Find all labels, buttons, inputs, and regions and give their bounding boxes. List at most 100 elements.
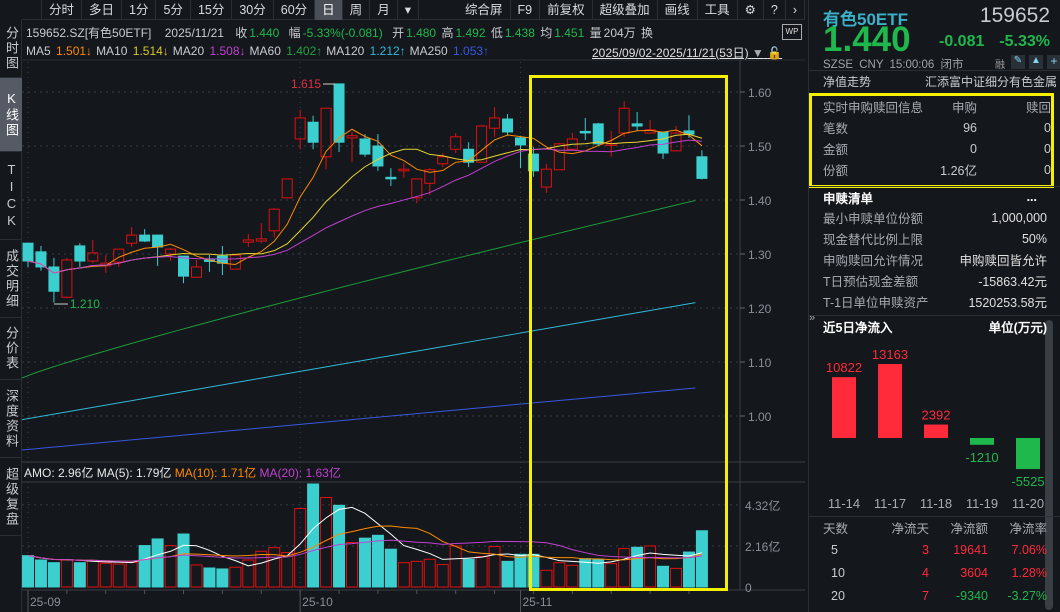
- candle[interactable]: [579, 117, 591, 141]
- candle[interactable]: [152, 234, 164, 266]
- candle[interactable]: [268, 208, 280, 238]
- candle[interactable]: [372, 134, 384, 171]
- candle[interactable]: [74, 243, 86, 267]
- candle[interactable]: [424, 168, 436, 196]
- period-tab-4[interactable]: 15分: [191, 0, 233, 20]
- period-tab-1[interactable]: 多日: [82, 0, 123, 20]
- volume-bar: [125, 561, 138, 588]
- period-tab-3[interactable]: 5分: [156, 0, 191, 20]
- period-tab-6[interactable]: 60分: [274, 0, 316, 20]
- candle[interactable]: [476, 124, 488, 163]
- candle[interactable]: [203, 255, 215, 272]
- candle[interactable]: [307, 115, 319, 150]
- candle[interactable]: [22, 242, 34, 267]
- currency: CNY: [859, 59, 884, 71]
- candle[interactable]: [398, 162, 410, 178]
- candle[interactable]: [320, 107, 332, 170]
- candle[interactable]: [281, 178, 293, 199]
- volume-bar: [358, 537, 371, 588]
- candle[interactable]: [190, 259, 202, 278]
- expand-icon[interactable]: »: [809, 312, 816, 324]
- candle[interactable]: [540, 163, 552, 193]
- toolbar-item-0[interactable]: 综合屏: [458, 0, 511, 20]
- flow-value-label: 13163: [872, 347, 908, 362]
- toolbar-item-2[interactable]: 前复权: [540, 0, 593, 20]
- flow-value-label: 2392: [922, 408, 951, 423]
- candle[interactable]: [489, 107, 501, 137]
- sidebar-tab-0[interactable]: 分时图: [0, 20, 22, 78]
- candle[interactable]: [255, 223, 267, 244]
- candle[interactable]: [463, 142, 475, 168]
- row-label: 金额: [823, 143, 849, 157]
- candle[interactable]: [502, 114, 514, 136]
- pencil-icon[interactable]: ✎: [1011, 55, 1025, 69]
- more-periods-button[interactable]: ▾: [398, 0, 419, 20]
- candle[interactable]: [35, 245, 47, 271]
- candle[interactable]: [48, 257, 60, 303]
- candle[interactable]: [696, 150, 708, 180]
- sidebar-tab-4[interactable]: 分价表: [0, 318, 22, 380]
- candle[interactable]: [216, 245, 228, 276]
- candle[interactable]: [242, 234, 254, 247]
- list-more-button[interactable]: ...: [1026, 190, 1037, 204]
- candle[interactable]: [592, 122, 604, 146]
- toolbar-item-4[interactable]: 画线: [658, 0, 698, 20]
- ma-legend-item: MA10 1.514↓: [96, 44, 171, 58]
- toolbar-item-1[interactable]: F9: [511, 0, 541, 20]
- toolbar-item-5[interactable]: 工具: [698, 0, 738, 20]
- sidebar-tab-3[interactable]: 成交明细: [0, 240, 22, 318]
- candle[interactable]: [100, 255, 112, 273]
- sidebar-tab-6[interactable]: 超级复盘: [0, 458, 22, 536]
- volume-bar: [22, 555, 34, 588]
- date-range-selector[interactable]: 2025/09/02-2025/11/21(53日) ▼ 🔓: [592, 44, 782, 61]
- candle[interactable]: [514, 135, 526, 169]
- candle[interactable]: [87, 239, 99, 264]
- candle[interactable]: [139, 229, 151, 243]
- gear-icon[interactable]: ⚙: [738, 0, 764, 20]
- toolbar-item-3[interactable]: 超级叠加: [593, 0, 658, 20]
- bell-icon[interactable]: ▲: [1029, 55, 1043, 69]
- period-tab-8[interactable]: 周: [343, 0, 371, 20]
- low-value: 1.438: [504, 26, 535, 40]
- period-tab-0[interactable]: 分时: [42, 0, 83, 20]
- dropdown-triangle-icon[interactable]: ▼: [751, 46, 764, 60]
- candle[interactable]: [126, 227, 138, 247]
- candle[interactable]: [631, 111, 643, 131]
- sidebar-tab-5[interactable]: 深度资料: [0, 380, 22, 458]
- sidebar-tab-1[interactable]: K线图: [0, 78, 22, 152]
- period-tab-9[interactable]: 月: [370, 0, 398, 20]
- flow-value-label: -1210: [965, 450, 998, 465]
- add-icon[interactable]: +: [1047, 55, 1060, 69]
- redeem-value: 0: [1044, 141, 1051, 156]
- period-tab-2[interactable]: 1分: [122, 0, 157, 20]
- candle[interactable]: [113, 248, 125, 267]
- nav-trend-row[interactable]: 净值走势 汇添富中证细分有色金属: [809, 70, 1060, 91]
- flow-cell: 3604: [960, 565, 988, 580]
- candle[interactable]: [178, 255, 190, 284]
- candle[interactable]: [411, 178, 423, 204]
- candle[interactable]: [346, 131, 358, 163]
- chevron-right-icon[interactable]: ›: [786, 0, 805, 20]
- candle[interactable]: [61, 257, 73, 299]
- help-icon[interactable]: ?: [764, 0, 786, 20]
- lock-icon[interactable]: 🔓: [767, 46, 783, 60]
- toolbar: 分时 多日 1分 5分 15分 30分 60分日周月 ▾ 综合屏 F9 前复权 超级叠加 画线 工具 ⚙? ›: [22, 0, 805, 20]
- volume-bar: [566, 564, 579, 588]
- candle[interactable]: [553, 142, 565, 171]
- volume-bar: [255, 550, 268, 588]
- candle[interactable]: [333, 83, 345, 152]
- scrollbar[interactable]: [1045, 320, 1053, 610]
- candle[interactable]: [527, 147, 539, 177]
- candle[interactable]: [683, 115, 695, 138]
- volume-bar: [294, 508, 307, 588]
- kline-chart[interactable]: 1.60 1.50 1.40 1.30 1.20 1.10 1.00 4.32亿 2.16亿 0 2…: [0, 0, 805, 612]
- sidebar-tab-2[interactable]: TICK: [0, 152, 22, 240]
- candle[interactable]: [450, 133, 462, 154]
- realtime-subscription-table: 实时申购赎回信息 申购 赎回 笔数 96 0 金额 0 0 份额 1.26亿 0: [809, 96, 1060, 180]
- wp-icon[interactable]: WP: [782, 24, 802, 40]
- period-tab-5[interactable]: 30分: [232, 0, 274, 20]
- candle[interactable]: [385, 168, 397, 186]
- period-tab-7[interactable]: 日: [315, 0, 343, 20]
- candle[interactable]: [294, 109, 306, 150]
- nav-trend-label[interactable]: 净值走势: [823, 74, 872, 89]
